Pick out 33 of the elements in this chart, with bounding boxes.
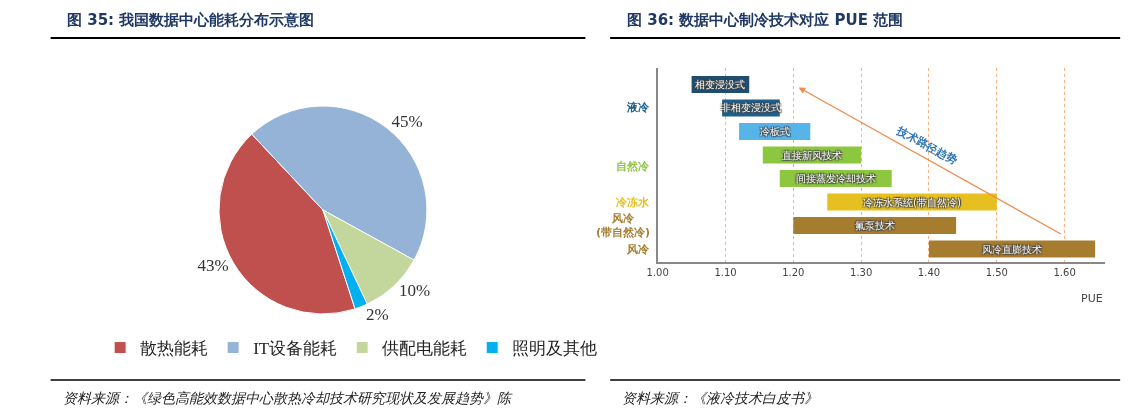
data-label: 10%: [398, 281, 431, 301]
x-tick-label: 1.30: [850, 267, 873, 278]
text: 风冷: [626, 243, 650, 256]
legend-label: 照明及其他: [512, 339, 598, 359]
y-tick-label: 风冷直膨技术: [982, 243, 1043, 255]
x-tick-label: 1.10: [714, 267, 737, 278]
data-label: 2%: [365, 305, 389, 325]
chart-title: 图 35: 我国数据中心能耗分布示意图: [67, 11, 315, 29]
y-tick-label: 间接蒸发冷却技术: [795, 173, 876, 185]
y-tick-label: 冷冻水系统(带自然冷): [863, 196, 961, 208]
text: 冷冻水: [616, 196, 650, 209]
legend-label: 散热能耗: [140, 339, 209, 359]
legend-label: IT设备能耗: [253, 339, 338, 359]
data-label: 45%: [391, 112, 423, 132]
x-tick-label: 1.40: [917, 267, 941, 278]
x-tick-label: 1.50: [985, 267, 1008, 278]
chart-title: 图 36: 数据中心制冷技术对应 PUE 范围: [627, 11, 904, 29]
text: 风冷 (带自然冷): [596, 212, 651, 240]
text: 液冷: [626, 101, 650, 114]
y-tick-label: 氟泵技术: [854, 220, 895, 232]
text: 自然冷: [616, 160, 650, 173]
y-tick-label: 冷板式: [759, 126, 790, 137]
x-axis-title: PUE: [1081, 292, 1103, 305]
y-tick-label: 直接新风技术: [781, 149, 842, 161]
x-tick-label: 1.60: [1053, 267, 1076, 278]
y-tick-label: 相变浸没式: [695, 78, 746, 90]
data-label: 43%: [197, 255, 229, 275]
annotation: 技术路径趋势: [894, 123, 960, 168]
x-tick-label: 1.20: [782, 267, 805, 278]
legend-label: 供配电能耗: [382, 339, 468, 359]
text: 资料来源：《液冷技术白皮书》: [622, 391, 818, 406]
text: 资料来源：《绿色高能效数据中心散热冷却技术研究现状及发展趋势》陈: [63, 391, 513, 406]
x-tick-label: 1.00: [646, 267, 669, 278]
